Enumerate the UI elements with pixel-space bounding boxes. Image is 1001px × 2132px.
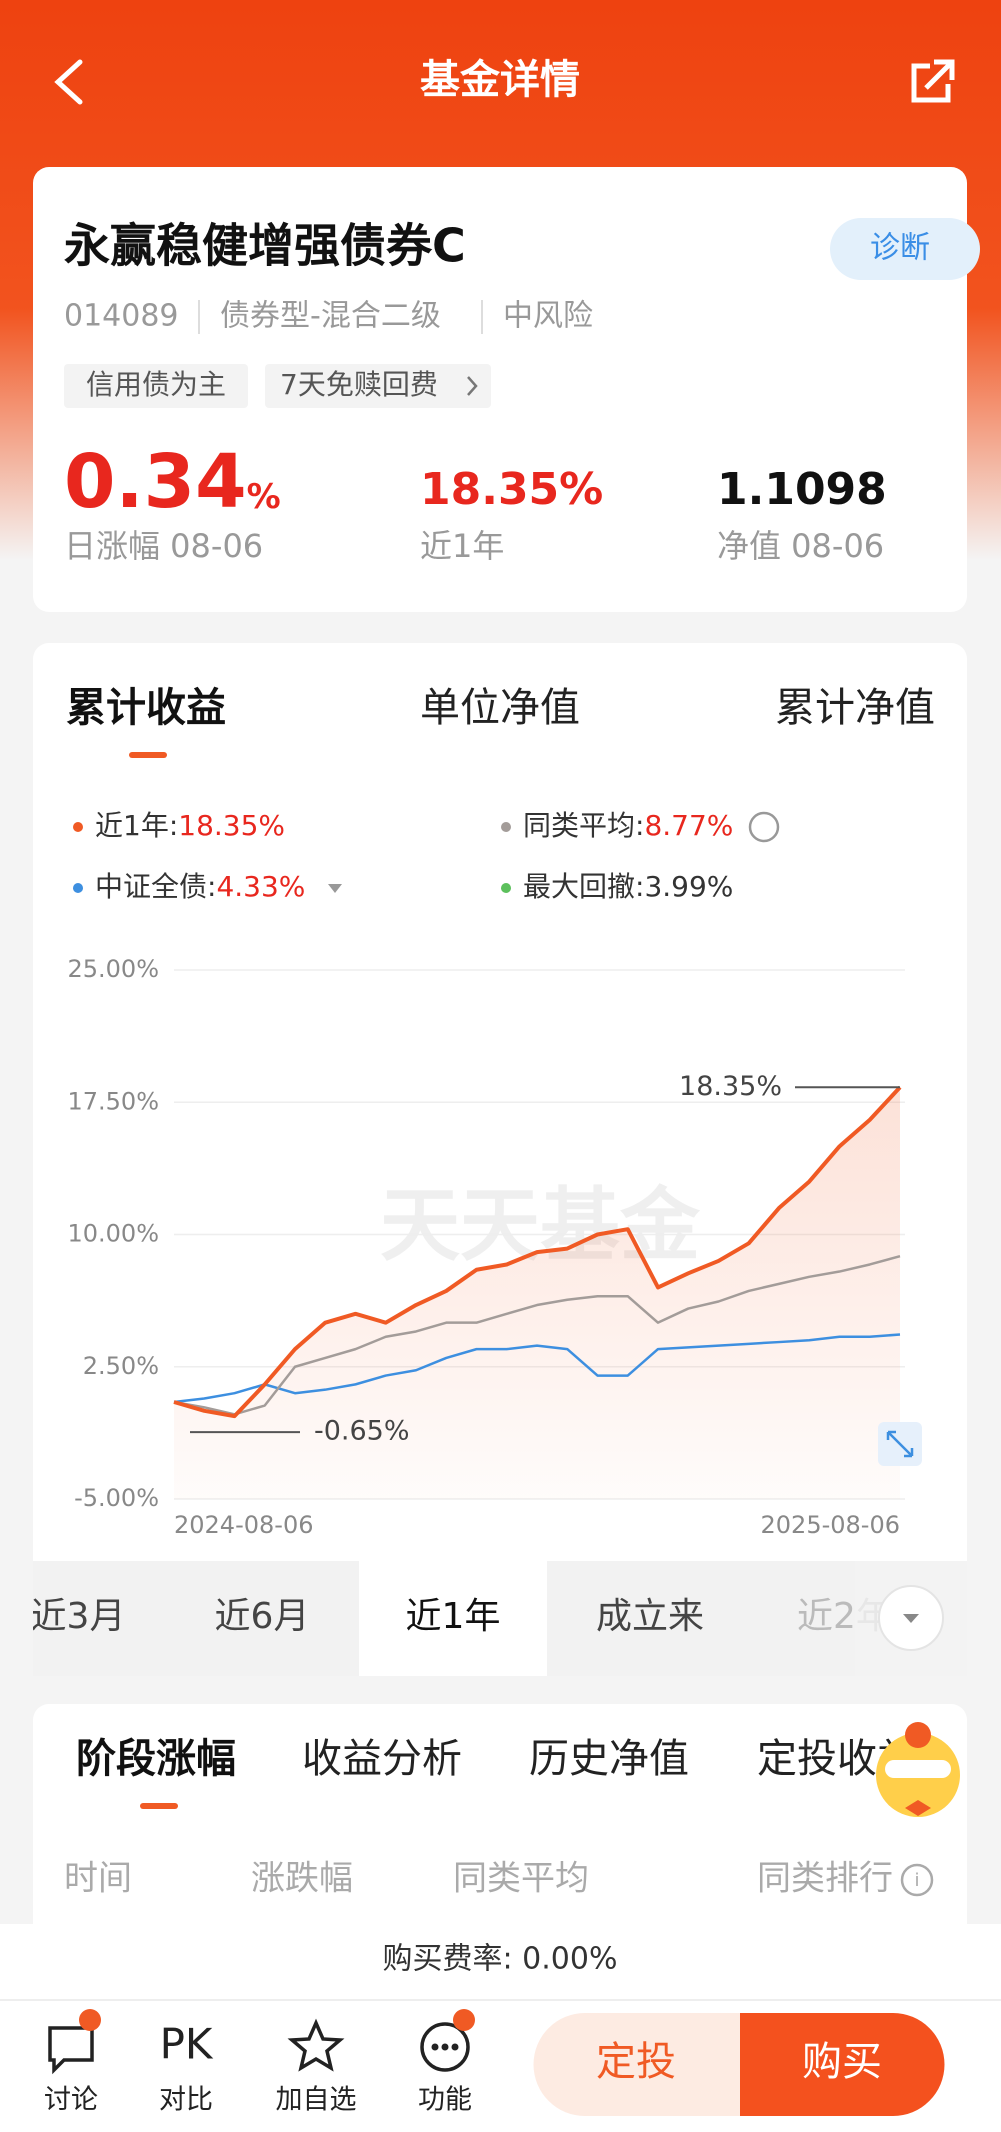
table-header: 时间	[64, 1859, 132, 1899]
badge	[79, 2009, 101, 2031]
daily-change-unit: %	[247, 477, 281, 517]
area	[174, 1087, 900, 1499]
annotation: 18.35%	[679, 1071, 782, 1102]
table-header: 涨跌幅	[251, 1859, 353, 1899]
legend-toggle[interactable]	[328, 884, 342, 893]
diagnose-button[interactable]	[830, 218, 980, 280]
section-tab[interactable]: 历史净值	[529, 1736, 689, 1782]
diagnose-label: 诊断	[870, 231, 930, 266]
legend-value: 3.99%	[644, 870, 733, 903]
fund-card	[33, 167, 967, 612]
legend-dot	[501, 883, 511, 893]
y-tick-label: 2.50%	[83, 1352, 159, 1380]
table-header: 同类平均	[453, 1859, 589, 1899]
nav-label: 功能	[418, 2085, 472, 2116]
period[interactable]: 成立来	[596, 1596, 704, 1637]
legend-dot	[73, 883, 83, 893]
legend-value: 18.35%	[178, 809, 285, 842]
nav-label: 加自选	[276, 2085, 357, 2116]
info-icon[interactable]	[900, 1863, 934, 1897]
nav-pk[interactable]: PK	[160, 2020, 214, 2069]
fund-risk: 中风险	[503, 299, 593, 334]
info-i: i	[914, 1870, 919, 1891]
tab-underline	[140, 1803, 178, 1809]
nav-label: 对比	[159, 2085, 213, 2116]
chart-tab[interactable]: 单位净值	[420, 685, 580, 731]
chart: 天天基金-5.00%2.50%10.00%17.50%25.00%2024-08…	[67, 809, 922, 1539]
year-return: 18.35%	[420, 464, 603, 515]
year-label: 近1年	[420, 527, 504, 565]
series-line	[173, 1333, 901, 1404]
tag-label: 信用债为主	[86, 368, 226, 401]
series-line	[173, 1085, 902, 1419]
periods: 近3月 近6月 近1年 成立来 近2年	[31, 1561, 967, 1676]
period[interactable]: 近1年	[406, 1596, 501, 1637]
back-button[interactable]	[54, 59, 83, 105]
nav-label: 净值 08-06	[717, 527, 884, 565]
chevron	[467, 376, 478, 396]
fund-name: 永赢稳健增强债券C	[64, 219, 466, 273]
legend-item: 中证全债:4.33%	[95, 870, 305, 903]
daily-change-value: 0.34	[64, 439, 247, 525]
y-tick-label: 17.50%	[67, 1087, 159, 1115]
series-line	[173, 1254, 901, 1416]
tag[interactable]	[265, 364, 491, 408]
table-header: 同类排行	[757, 1859, 893, 1899]
info-icon	[748, 811, 780, 843]
section-tab[interactable]: 阶段涨幅	[76, 1736, 236, 1782]
daily-label: 日涨幅 08-06	[64, 527, 263, 565]
tag	[64, 364, 248, 408]
tab-underline	[129, 752, 167, 758]
fund-category: 债券型-混合二级	[220, 299, 441, 334]
legend-value: 4.33%	[216, 870, 305, 903]
buy-label: 购买	[802, 2039, 882, 2085]
invest-label: 定投	[596, 2039, 676, 2085]
expand-icon	[886, 1430, 914, 1458]
nav-value: 1.1098	[717, 464, 887, 515]
share-button[interactable]	[911, 59, 955, 103]
legend-name: 最大回撤:	[523, 870, 644, 903]
legend-item: 近1年:18.35%	[95, 809, 285, 842]
x-tick-label: 2025-08-06	[761, 1511, 900, 1539]
buy-button[interactable]	[740, 2013, 945, 2116]
x-tick-label: 2024-08-06	[174, 1511, 313, 1539]
nav-label: 讨论	[44, 2085, 98, 2116]
nav-star[interactable]	[287, 2018, 345, 2072]
legend-name: 中证全债:	[95, 870, 216, 903]
section-card	[33, 1704, 967, 1964]
mascot[interactable]	[876, 1722, 960, 1817]
header-title: 基金详情	[420, 57, 580, 103]
legend-item: 最大回撤:3.99%	[523, 870, 733, 903]
fee: 购买费率: 0.00%	[383, 1942, 618, 1977]
section-tab[interactable]: 收益分析	[302, 1736, 462, 1782]
legend-item: 同类平均:8.77%	[523, 809, 733, 842]
chart-tab[interactable]: 累计净值	[775, 685, 935, 731]
daily-change: 0.34%	[64, 439, 281, 525]
legend-name: 同类平均:	[523, 809, 644, 842]
y-tick-label: 25.00%	[67, 955, 159, 983]
tag-label: 7天免赎回费	[280, 368, 438, 401]
nav-more[interactable]	[420, 2022, 470, 2072]
period[interactable]: 近3月	[31, 1596, 126, 1637]
y-tick-label: -5.00%	[74, 1484, 159, 1512]
legend-value: 8.77%	[644, 809, 733, 842]
nav-discuss[interactable]	[48, 2026, 94, 2075]
legend-dot	[501, 822, 511, 832]
invest-button[interactable]	[533, 2013, 741, 2116]
period[interactable]: 近6月	[215, 1596, 310, 1637]
dropdown-arrow	[903, 1614, 919, 1623]
annotation: -0.65%	[314, 1416, 410, 1447]
badge	[453, 2009, 475, 2031]
fund-code: 014089	[64, 299, 179, 334]
y-tick-label: 10.00%	[67, 1220, 159, 1248]
legend-dot	[73, 822, 83, 832]
chart-tab[interactable]: 累计收益	[66, 685, 226, 731]
period-selected	[359, 1561, 547, 1676]
legend-name: 近1年:	[95, 809, 178, 842]
